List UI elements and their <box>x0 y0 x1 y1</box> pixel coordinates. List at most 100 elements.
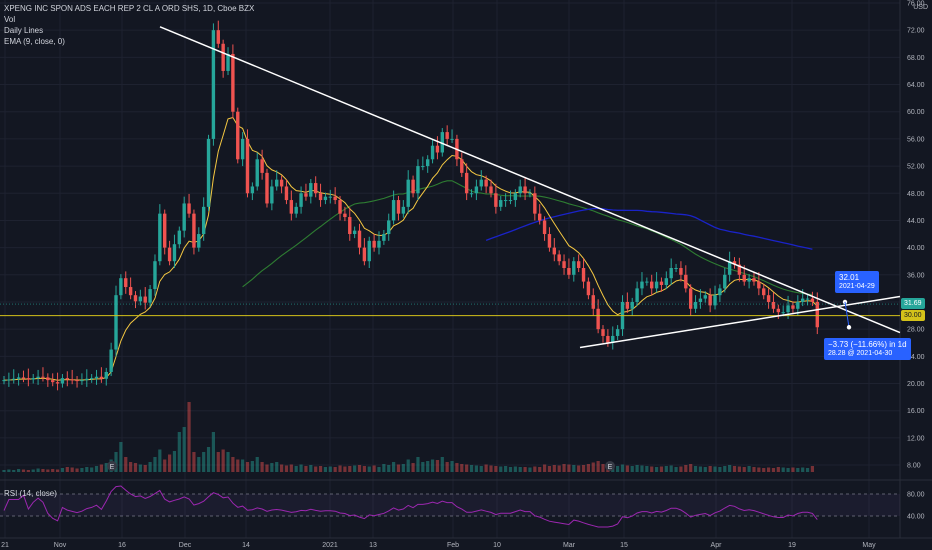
candle-body <box>542 220 547 235</box>
volume-bar <box>659 466 664 472</box>
volume-bar <box>445 462 449 472</box>
ema-legend[interactable]: EMA (9, close, 0) <box>4 37 65 46</box>
time-axis[interactable] <box>0 538 932 550</box>
candle-body <box>576 261 581 269</box>
candle-body <box>688 288 693 309</box>
candle-body <box>177 230 182 245</box>
daily-lines-legend[interactable]: Daily Lines <box>4 26 44 35</box>
candle-body <box>192 213 196 248</box>
candle-body <box>538 213 542 221</box>
candle-body <box>114 295 118 350</box>
candle-body <box>31 378 35 380</box>
volume-bar <box>484 464 488 472</box>
volume-bar <box>172 451 177 472</box>
volume-bar <box>382 464 386 472</box>
volume-bar <box>411 463 415 472</box>
volume-bar <box>51 469 55 472</box>
volume-bar <box>362 466 366 472</box>
volume-bar <box>489 465 493 472</box>
volume-bar <box>732 466 737 472</box>
volume-bar <box>684 465 688 472</box>
rsi-level-label: 80.00 <box>907 492 925 499</box>
volume-bar <box>810 466 815 472</box>
volume-bar <box>465 464 469 472</box>
candle-body <box>216 30 220 44</box>
candle-body <box>270 186 274 204</box>
volume-bar <box>294 466 298 472</box>
volume-bar <box>805 468 810 472</box>
volume-bar <box>377 467 381 472</box>
volume-bar <box>206 447 211 472</box>
rsi-legend[interactable]: RSI (14, close) <box>4 489 57 498</box>
measure-top-date: 2021-04-29 <box>839 283 875 290</box>
volume-bar <box>75 468 79 472</box>
rsi-level-label: 40.00 <box>907 514 925 521</box>
candle-body <box>284 186 289 201</box>
candle-body <box>133 295 138 302</box>
ma50-line <box>242 180 813 296</box>
candle-body <box>338 200 342 214</box>
vol-legend[interactable]: Vol <box>4 15 16 24</box>
chart-legend: XPENG INC SPON ADS EACH REP 2 CL A ORD S… <box>4 3 254 47</box>
candle-body <box>377 240 381 248</box>
volume-bar <box>708 466 712 472</box>
candle-body <box>279 179 284 187</box>
x-tick-label: 19 <box>788 542 796 549</box>
last-price-tag: 31.69 <box>901 298 925 309</box>
y-tick-label: 64.00 <box>907 82 925 89</box>
volume-bar <box>766 467 771 472</box>
candle-body <box>586 281 591 296</box>
x-tick-label: Dec <box>179 542 192 549</box>
volume-bar <box>528 467 532 472</box>
volume-bar <box>776 467 780 472</box>
measure-top-label: 32.01 2021-04-29 <box>835 271 879 293</box>
candle-body <box>75 380 79 382</box>
candle-body <box>708 295 712 306</box>
volume-bar <box>479 466 483 472</box>
y-tick-label: 8.00 <box>907 463 921 470</box>
volume-bar <box>216 452 220 472</box>
volume-bar <box>562 464 566 472</box>
volume-bar <box>630 466 634 472</box>
candle-body <box>606 335 610 343</box>
candle-body <box>391 200 396 221</box>
candle-body <box>737 264 742 275</box>
candle-body <box>421 166 425 168</box>
volume-bar <box>387 465 391 472</box>
descending-trendline <box>159 26 901 334</box>
symbol-title[interactable]: XPENG INC SPON ADS EACH REP 2 CL A ORD S… <box>4 4 255 13</box>
volume-bar <box>494 466 498 472</box>
candle-body <box>693 301 698 309</box>
candle-body <box>416 166 420 194</box>
candle-body <box>318 193 323 201</box>
candle-body <box>55 382 60 384</box>
price-axis[interactable] <box>900 0 932 538</box>
candle-body <box>46 377 50 381</box>
candle-body <box>182 203 186 231</box>
x-tick-label: Nov <box>54 542 67 549</box>
candle-body <box>60 378 65 384</box>
candle-body <box>572 261 576 275</box>
volume-bar <box>737 466 741 472</box>
candle-body <box>128 287 133 296</box>
volume-bar <box>114 452 118 472</box>
candle-body <box>2 380 6 382</box>
candle-body <box>528 193 532 195</box>
candle-body <box>119 278 123 296</box>
volume-bar <box>279 464 284 472</box>
candle-body <box>664 278 669 285</box>
volume-bar <box>343 466 347 472</box>
candle-body <box>757 281 761 289</box>
volume-bar <box>328 466 332 472</box>
volume-bar <box>567 464 571 472</box>
volume-bar <box>757 467 761 472</box>
candle-body <box>99 376 104 379</box>
volume-bar <box>513 466 517 472</box>
volume-bar <box>80 468 84 472</box>
volume-bar <box>333 467 337 472</box>
y-tick-label: 60.00 <box>907 109 925 116</box>
candle-body <box>601 329 605 336</box>
candle-body <box>255 159 259 187</box>
